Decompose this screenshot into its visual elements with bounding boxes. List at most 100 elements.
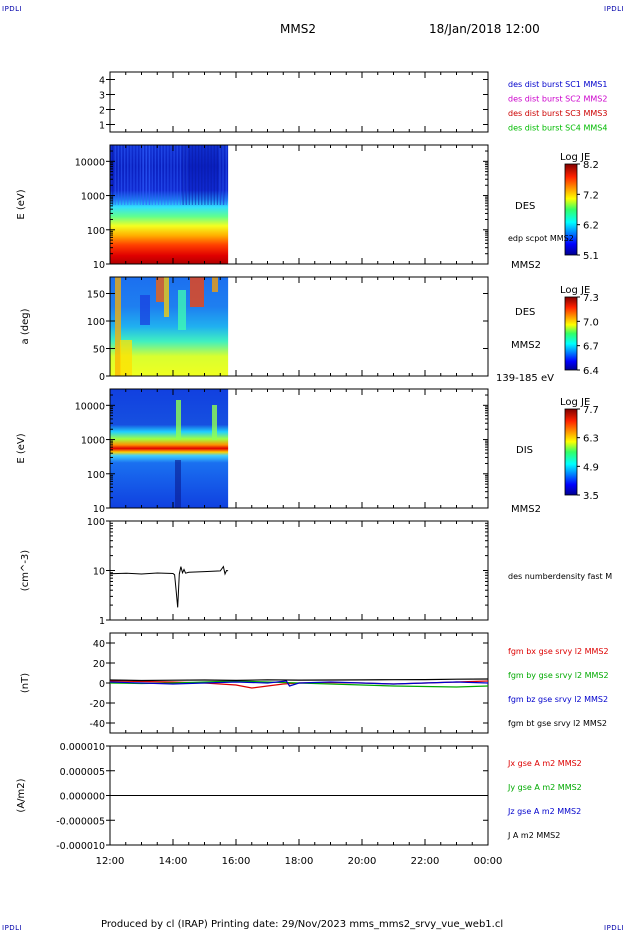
pitch-feature	[115, 277, 121, 376]
spectrogram-streak	[182, 145, 184, 205]
spectrogram-streak	[216, 145, 219, 205]
density-y-tick-label: 1	[99, 616, 105, 627]
fgm-legend-entry: fgm bt gse srvy l2 MMS2	[508, 719, 607, 728]
spectrogram-streak	[225, 145, 227, 205]
colorbar-title: Log JE	[560, 397, 590, 408]
pitch-feature	[164, 277, 169, 317]
spectrogram-streak	[191, 145, 194, 205]
current-legend-entry: J A m2 MMS2	[507, 831, 560, 840]
spectrogram-streak	[117, 145, 120, 205]
colorbar-tick-label: 6.7	[583, 342, 599, 353]
des-pitch-ylabel: a (deg)	[20, 308, 31, 344]
fgm-series-line	[109, 678, 489, 682]
footer-credits: Produced by cl (IRAP) Printing date: 29/…	[101, 919, 504, 930]
fgm-y-tick-label: 0	[99, 679, 105, 690]
colorbar-tick-label: 7.7	[583, 405, 599, 416]
burst-legend-entry: des dist burst SC1 MMS1	[508, 80, 607, 89]
fgm-y-tick-label: 20	[93, 659, 105, 670]
des-pitch-y-tick-label: 150	[87, 290, 105, 301]
des-energy-sc-label: MMS2	[511, 260, 541, 271]
fgm-legend-entry: fgm bx gse srvy l2 MMS2	[508, 647, 609, 656]
des-pitch-sc-label: MMS2	[511, 340, 541, 351]
colorbar-tick-label: 8.2	[583, 160, 599, 171]
colorbar-title: Log JE	[560, 152, 590, 163]
dis-feature	[176, 400, 181, 440]
spectrogram-streak	[157, 145, 160, 205]
spectrogram-streak	[173, 145, 175, 205]
des-energy-y-tick-label: 10	[93, 260, 105, 271]
current-y-tick-label: 0.000000	[60, 792, 105, 803]
des-energy-ylabel: E (eV)	[16, 189, 27, 219]
fgm-series-line	[109, 680, 489, 687]
pitch-feature	[140, 295, 150, 325]
spectrogram-streak	[204, 145, 206, 205]
spectrogram-streak	[170, 145, 172, 205]
burst-panel-frame	[109, 71, 489, 133]
current-y-tick-label: 0.000010	[60, 742, 105, 753]
fgm-y-tick-label: 40	[93, 639, 105, 650]
spectrogram-streak	[198, 145, 200, 205]
corner-label-bottom-left: IPDLI	[2, 924, 23, 932]
pitch-feature	[178, 290, 186, 330]
des-pitch-y-tick-label: 100	[87, 317, 105, 328]
spectrogram-streak	[151, 145, 153, 205]
dis-energy-y-tick-label: 10000	[75, 401, 105, 412]
des-pitch-energy-range: 139-185 eV	[496, 373, 554, 384]
fgm-y-tick-label: -20	[89, 699, 105, 710]
burst-legend-entry: des dist burst SC2 MMS2	[508, 95, 607, 104]
burst-legend-entry: des dist burst SC4 MMS4	[508, 124, 607, 133]
colorbar-tick-label: 7.3	[583, 293, 599, 304]
des-pitch-label: DES	[515, 307, 535, 318]
dis-energy-ylabel: E (eV)	[16, 433, 27, 463]
burst-y-tick-label: 3	[99, 91, 105, 102]
dis-energy-label: DIS	[516, 445, 533, 456]
density-y-tick-label: 100	[87, 517, 105, 528]
dis-energy-sc-label: MMS2	[511, 504, 541, 515]
current-ylabel: (A/m2)	[16, 778, 27, 812]
fgm-y-tick-label: -40	[89, 719, 105, 730]
spectrogram-streak	[148, 145, 150, 205]
spacecraft-title: MMS2	[280, 22, 316, 36]
current-legend-entry: Jx gse A m2 MMS2	[507, 759, 582, 768]
pitch-feature	[120, 340, 132, 376]
burst-y-tick-label: 2	[99, 106, 105, 117]
spectrogram-streak	[133, 145, 135, 205]
colorbar-des-energy	[564, 163, 578, 256]
colorbar-tick-label: 6.4	[583, 366, 599, 377]
spectrogram-streak	[188, 145, 190, 205]
spectrogram-streak	[154, 145, 157, 205]
spectrogram-streak	[213, 145, 215, 205]
current-legend-entry: Jz gse A m2 MMS2	[507, 807, 581, 816]
colorbar-tick-label: 5.1	[583, 251, 599, 262]
colorbar-dis-energy	[564, 408, 578, 496]
des-energy-extra-label: edp scpot MMS2	[508, 234, 574, 243]
des-energy-label: DES	[515, 201, 535, 212]
dis-feature	[212, 405, 217, 440]
density-y-tick-label: 10	[93, 567, 105, 578]
current-y-tick-label: -0.000005	[56, 816, 105, 827]
pitch-feature	[212, 277, 218, 292]
spectrogram-streak	[127, 145, 129, 205]
x-tick-label: 14:00	[159, 856, 188, 867]
pitch-feature	[190, 277, 204, 307]
colorbar-des-pitch	[564, 296, 578, 371]
colorbar-tick-label: 3.5	[583, 491, 599, 502]
des-energy-y-tick-label: 100	[87, 226, 105, 237]
spectrogram-streak	[185, 145, 187, 205]
x-tick-label: 18:00	[285, 856, 314, 867]
spectrogram-streak	[176, 145, 178, 205]
current-legend-entry: Jy gse A m2 MMS2	[507, 783, 582, 792]
spectrogram-streak	[124, 145, 126, 205]
spectrogram-streak	[210, 145, 212, 205]
spectrogram-streak	[130, 145, 132, 205]
corner-label-bottom-right: IPDLI	[604, 924, 625, 932]
spectrogram-streak	[164, 145, 166, 205]
spectrogram-streak	[201, 145, 203, 205]
x-tick-label: 00:00	[474, 856, 503, 867]
colorbar-tick-label: 6.2	[583, 221, 599, 232]
des-energy-y-tick-label: 10000	[75, 157, 105, 168]
burst-legend-entry: des dist burst SC3 MMS3	[508, 109, 607, 118]
spectrogram-streak	[139, 145, 141, 205]
colorbar-tick-label: 7.2	[583, 190, 599, 201]
spectrogram-streak	[145, 145, 147, 205]
